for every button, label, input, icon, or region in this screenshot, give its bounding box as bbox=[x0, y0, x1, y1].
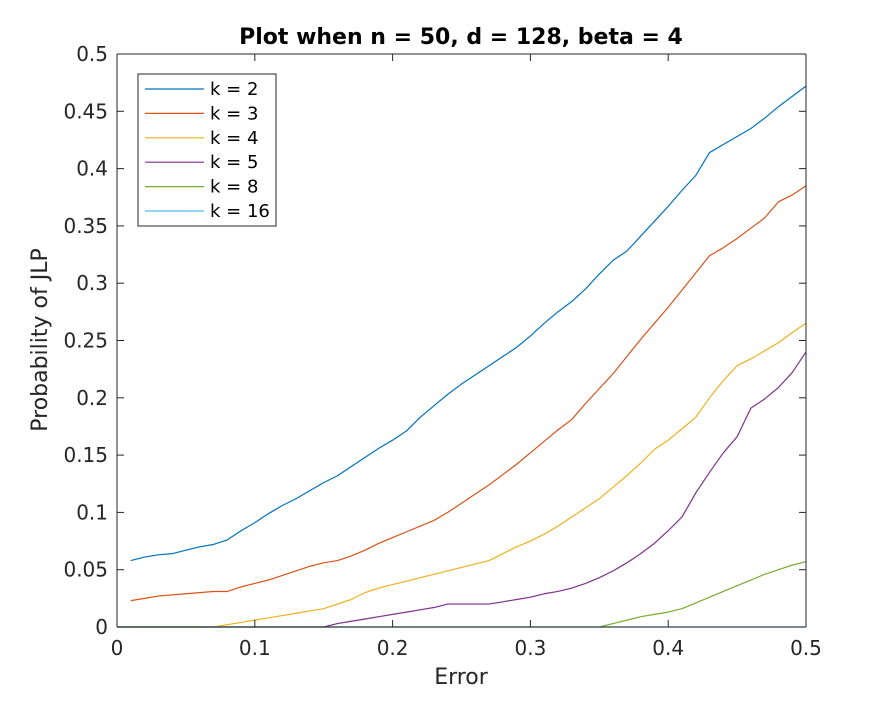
y-tick-label: 0.4 bbox=[76, 157, 108, 181]
y-tick-label: 0.1 bbox=[76, 500, 108, 524]
y-tick-label: 0.2 bbox=[76, 386, 108, 410]
legend-label-6: k = 16 bbox=[210, 201, 270, 222]
legend-label-4: k = 5 bbox=[210, 152, 258, 173]
x-tick-label: 0.2 bbox=[377, 636, 409, 660]
x-tick-label: 0.5 bbox=[790, 636, 822, 660]
x-axis-title: Error bbox=[434, 665, 489, 690]
series-line-4 bbox=[117, 351, 807, 628]
y-tick-label: 0.25 bbox=[63, 329, 108, 353]
y-tick-label: 0.5 bbox=[76, 42, 108, 66]
legend-label-3: k = 4 bbox=[210, 128, 258, 149]
legend-label-5: k = 8 bbox=[210, 177, 258, 198]
x-tick-label: 0.4 bbox=[652, 636, 684, 660]
y-tick-label: 0.3 bbox=[76, 271, 108, 295]
series-line-2 bbox=[130, 185, 807, 602]
chart-title: Plot when n = 50, d = 128, beta = 4 bbox=[239, 25, 683, 50]
y-ticks: 0 0.05 0.1 0.15 0.2 0.25 0.3 0.35 0.4 0.45 0.5 bbox=[63, 42, 806, 639]
series-line-5 bbox=[117, 561, 807, 628]
series-line-1 bbox=[130, 85, 807, 562]
x-ticks: 0 0.1 0.2 0.3 0.4 0.5 bbox=[111, 54, 822, 660]
legend: k = 2 k = 3 k = 4 k = 5 k = 8 k = 16 bbox=[137, 73, 277, 227]
legend-items: k = 2 k = 3 k = 4 k = 5 k = 8 k = 16 bbox=[145, 79, 270, 222]
x-tick-label: 0 bbox=[111, 636, 124, 660]
x-tick-label: 0.1 bbox=[239, 636, 271, 660]
series-line-3 bbox=[117, 322, 807, 628]
legend-box bbox=[137, 73, 277, 227]
y-axis-title: Probability of JLP bbox=[28, 248, 53, 432]
x-tick-label: 0.3 bbox=[514, 636, 546, 660]
y-tick-label: 0.15 bbox=[63, 443, 108, 467]
y-tick-label: 0.35 bbox=[63, 214, 108, 238]
legend-label-1: k = 2 bbox=[210, 79, 258, 100]
y-tick-label: 0.45 bbox=[63, 99, 108, 123]
y-tick-label: 0.05 bbox=[63, 558, 108, 582]
y-tick-label: 0 bbox=[95, 615, 108, 639]
legend-label-2: k = 3 bbox=[210, 103, 258, 124]
